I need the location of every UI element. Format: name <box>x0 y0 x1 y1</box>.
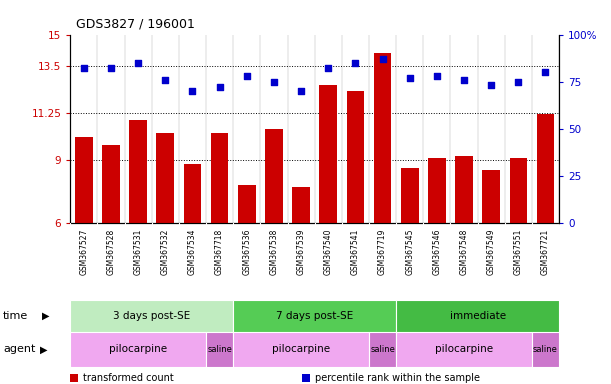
Bar <box>369 332 396 367</box>
Text: immediate: immediate <box>450 311 506 321</box>
Text: transformed count: transformed count <box>83 373 174 383</box>
Text: GSM367546: GSM367546 <box>433 229 441 275</box>
Bar <box>536 114 554 223</box>
Bar <box>401 168 419 223</box>
Bar <box>346 91 364 223</box>
Bar <box>233 300 396 332</box>
Point <box>378 56 387 62</box>
Bar <box>206 332 233 367</box>
Point <box>323 65 333 71</box>
Bar <box>233 332 369 367</box>
Point <box>214 84 224 90</box>
Bar <box>396 300 559 332</box>
Text: saline: saline <box>370 345 395 354</box>
Point <box>79 65 89 71</box>
Text: GSM367527: GSM367527 <box>79 229 89 275</box>
Text: ▶: ▶ <box>42 311 49 321</box>
Bar <box>292 187 310 223</box>
Bar <box>70 300 233 332</box>
Text: GSM367545: GSM367545 <box>405 229 414 275</box>
Bar <box>320 85 337 223</box>
Text: pilocarpine: pilocarpine <box>272 344 330 354</box>
Text: GSM367538: GSM367538 <box>269 229 279 275</box>
Text: GSM367718: GSM367718 <box>215 229 224 275</box>
Bar <box>75 137 93 223</box>
Point <box>296 88 306 94</box>
Point <box>459 77 469 83</box>
Bar <box>211 133 229 223</box>
Text: GSM367721: GSM367721 <box>541 229 550 275</box>
Text: GSM367539: GSM367539 <box>296 229 306 275</box>
Bar <box>482 170 500 223</box>
Text: GSM367719: GSM367719 <box>378 229 387 275</box>
Text: saline: saline <box>207 345 232 354</box>
Point <box>133 60 143 66</box>
Text: GSM367534: GSM367534 <box>188 229 197 275</box>
Text: 7 days post-SE: 7 days post-SE <box>276 311 353 321</box>
Text: agent: agent <box>3 344 35 354</box>
Bar <box>238 185 255 223</box>
Bar <box>455 156 473 223</box>
Point <box>188 88 197 94</box>
Point <box>242 73 252 79</box>
Bar <box>102 146 120 223</box>
Text: GSM367531: GSM367531 <box>134 229 142 275</box>
Text: GSM367549: GSM367549 <box>487 229 496 275</box>
Text: percentile rank within the sample: percentile rank within the sample <box>315 373 480 383</box>
Bar <box>428 158 445 223</box>
Point <box>513 79 523 85</box>
Point <box>486 82 496 88</box>
Text: pilocarpine: pilocarpine <box>109 344 167 354</box>
Bar <box>184 164 201 223</box>
Text: GDS3827 / 196001: GDS3827 / 196001 <box>76 18 196 31</box>
Text: GSM367540: GSM367540 <box>324 229 333 275</box>
Bar <box>532 332 559 367</box>
Point <box>106 65 116 71</box>
Bar <box>396 332 532 367</box>
Point <box>432 73 442 79</box>
Text: GSM367541: GSM367541 <box>351 229 360 275</box>
Text: GSM367532: GSM367532 <box>161 229 170 275</box>
Bar <box>510 158 527 223</box>
Text: 3 days post-SE: 3 days post-SE <box>113 311 191 321</box>
Point <box>405 75 415 81</box>
Bar <box>374 53 392 223</box>
Text: saline: saline <box>533 345 558 354</box>
Text: GSM367548: GSM367548 <box>459 229 469 275</box>
Text: pilocarpine: pilocarpine <box>435 344 493 354</box>
Point <box>541 69 551 75</box>
Text: GSM367536: GSM367536 <box>243 229 251 275</box>
Bar <box>156 133 174 223</box>
Point <box>161 77 170 83</box>
Text: GSM367528: GSM367528 <box>106 229 115 275</box>
Text: ▶: ▶ <box>40 344 47 354</box>
Bar <box>265 129 283 223</box>
Point <box>351 60 360 66</box>
Bar <box>70 332 206 367</box>
Point <box>269 79 279 85</box>
Bar <box>130 120 147 223</box>
Text: time: time <box>3 311 28 321</box>
Text: GSM367551: GSM367551 <box>514 229 523 275</box>
